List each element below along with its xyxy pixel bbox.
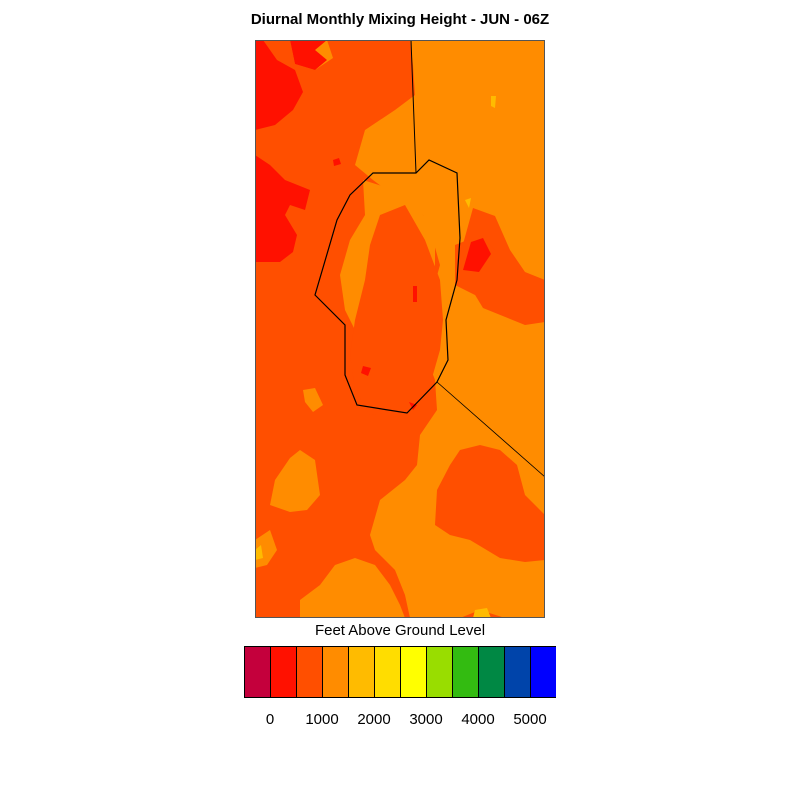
boundary-north-line xyxy=(410,40,417,174)
contour-red-dot1 xyxy=(333,158,341,166)
colorbar-tick-label: 5000 xyxy=(513,711,547,728)
map-title: Diurnal Monthly Mixing Height - JUN - 06… xyxy=(250,11,550,28)
contour-red-patch xyxy=(463,238,491,272)
colorbar-swatch xyxy=(374,646,401,698)
colorbar-swatch xyxy=(426,646,453,698)
colorbar-swatch xyxy=(244,646,271,698)
colorbar-swatch xyxy=(348,646,375,698)
contour-red-nw xyxy=(255,40,327,130)
colorbar-tick-label: 0 xyxy=(265,711,275,728)
contour-mid-left xyxy=(270,450,320,512)
colorbar-tick-label: 3000 xyxy=(409,711,443,728)
colorbar-swatch xyxy=(452,646,479,698)
contour-low-east xyxy=(435,445,545,562)
colorbar-swatch xyxy=(322,646,349,698)
colorbar-swatch xyxy=(504,646,531,698)
contour-red-w xyxy=(255,155,310,262)
colorbar xyxy=(244,646,556,698)
contour-high-spot2 xyxy=(473,608,491,618)
contour-low-core xyxy=(350,205,443,415)
colorbar-tick-label: 4000 xyxy=(461,711,495,728)
contour-mid-small xyxy=(303,388,323,412)
colorbar-swatch xyxy=(400,646,427,698)
contour-red-dot2 xyxy=(361,366,371,376)
colorbar-swatch xyxy=(530,646,556,698)
legend-title: Feet Above Ground Level xyxy=(314,622,486,639)
colorbar-swatch xyxy=(296,646,323,698)
colorbar-swatch xyxy=(270,646,297,698)
contour-high-spot4 xyxy=(255,545,263,560)
colorbar-tick-label: 2000 xyxy=(357,711,391,728)
contour-map xyxy=(255,40,545,618)
contour-mid-s xyxy=(300,558,405,618)
colorbar-tick-label: 1000 xyxy=(305,711,339,728)
boundary-southeast-line xyxy=(436,381,545,478)
contour-red-dot3 xyxy=(413,286,417,302)
colorbar-swatch xyxy=(478,646,505,698)
contour-high-spot3 xyxy=(465,198,471,208)
contour-high-spot1 xyxy=(491,96,496,108)
